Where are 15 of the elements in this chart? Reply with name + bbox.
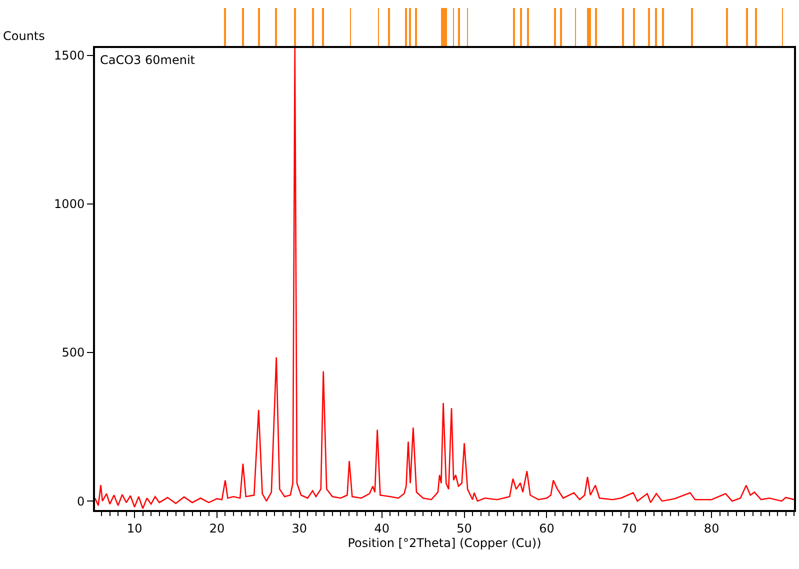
x-tick-label: 50 [456, 521, 472, 536]
x-tick-label: 20 [209, 521, 225, 536]
y-tick-label: 500 [62, 346, 85, 360]
y-tick-label: 0 [76, 494, 85, 508]
x-tick-label: 80 [704, 521, 720, 536]
y-tick-label: 1000 [54, 197, 85, 212]
x-tick-label: 60 [539, 521, 554, 536]
y-axis-title: Counts [3, 29, 45, 43]
x-axis-title: Position [°2Theta] (Copper (Cu)) [348, 536, 542, 550]
x-tick-label: 70 [622, 521, 637, 536]
x-tick-label: 30 [292, 521, 308, 536]
x-tick-label: 10 [126, 521, 142, 536]
x-tick-label: 40 [374, 521, 390, 536]
y-tick-label: 1500 [54, 48, 85, 63]
annotation: CaCO3 60menit [100, 53, 196, 67]
